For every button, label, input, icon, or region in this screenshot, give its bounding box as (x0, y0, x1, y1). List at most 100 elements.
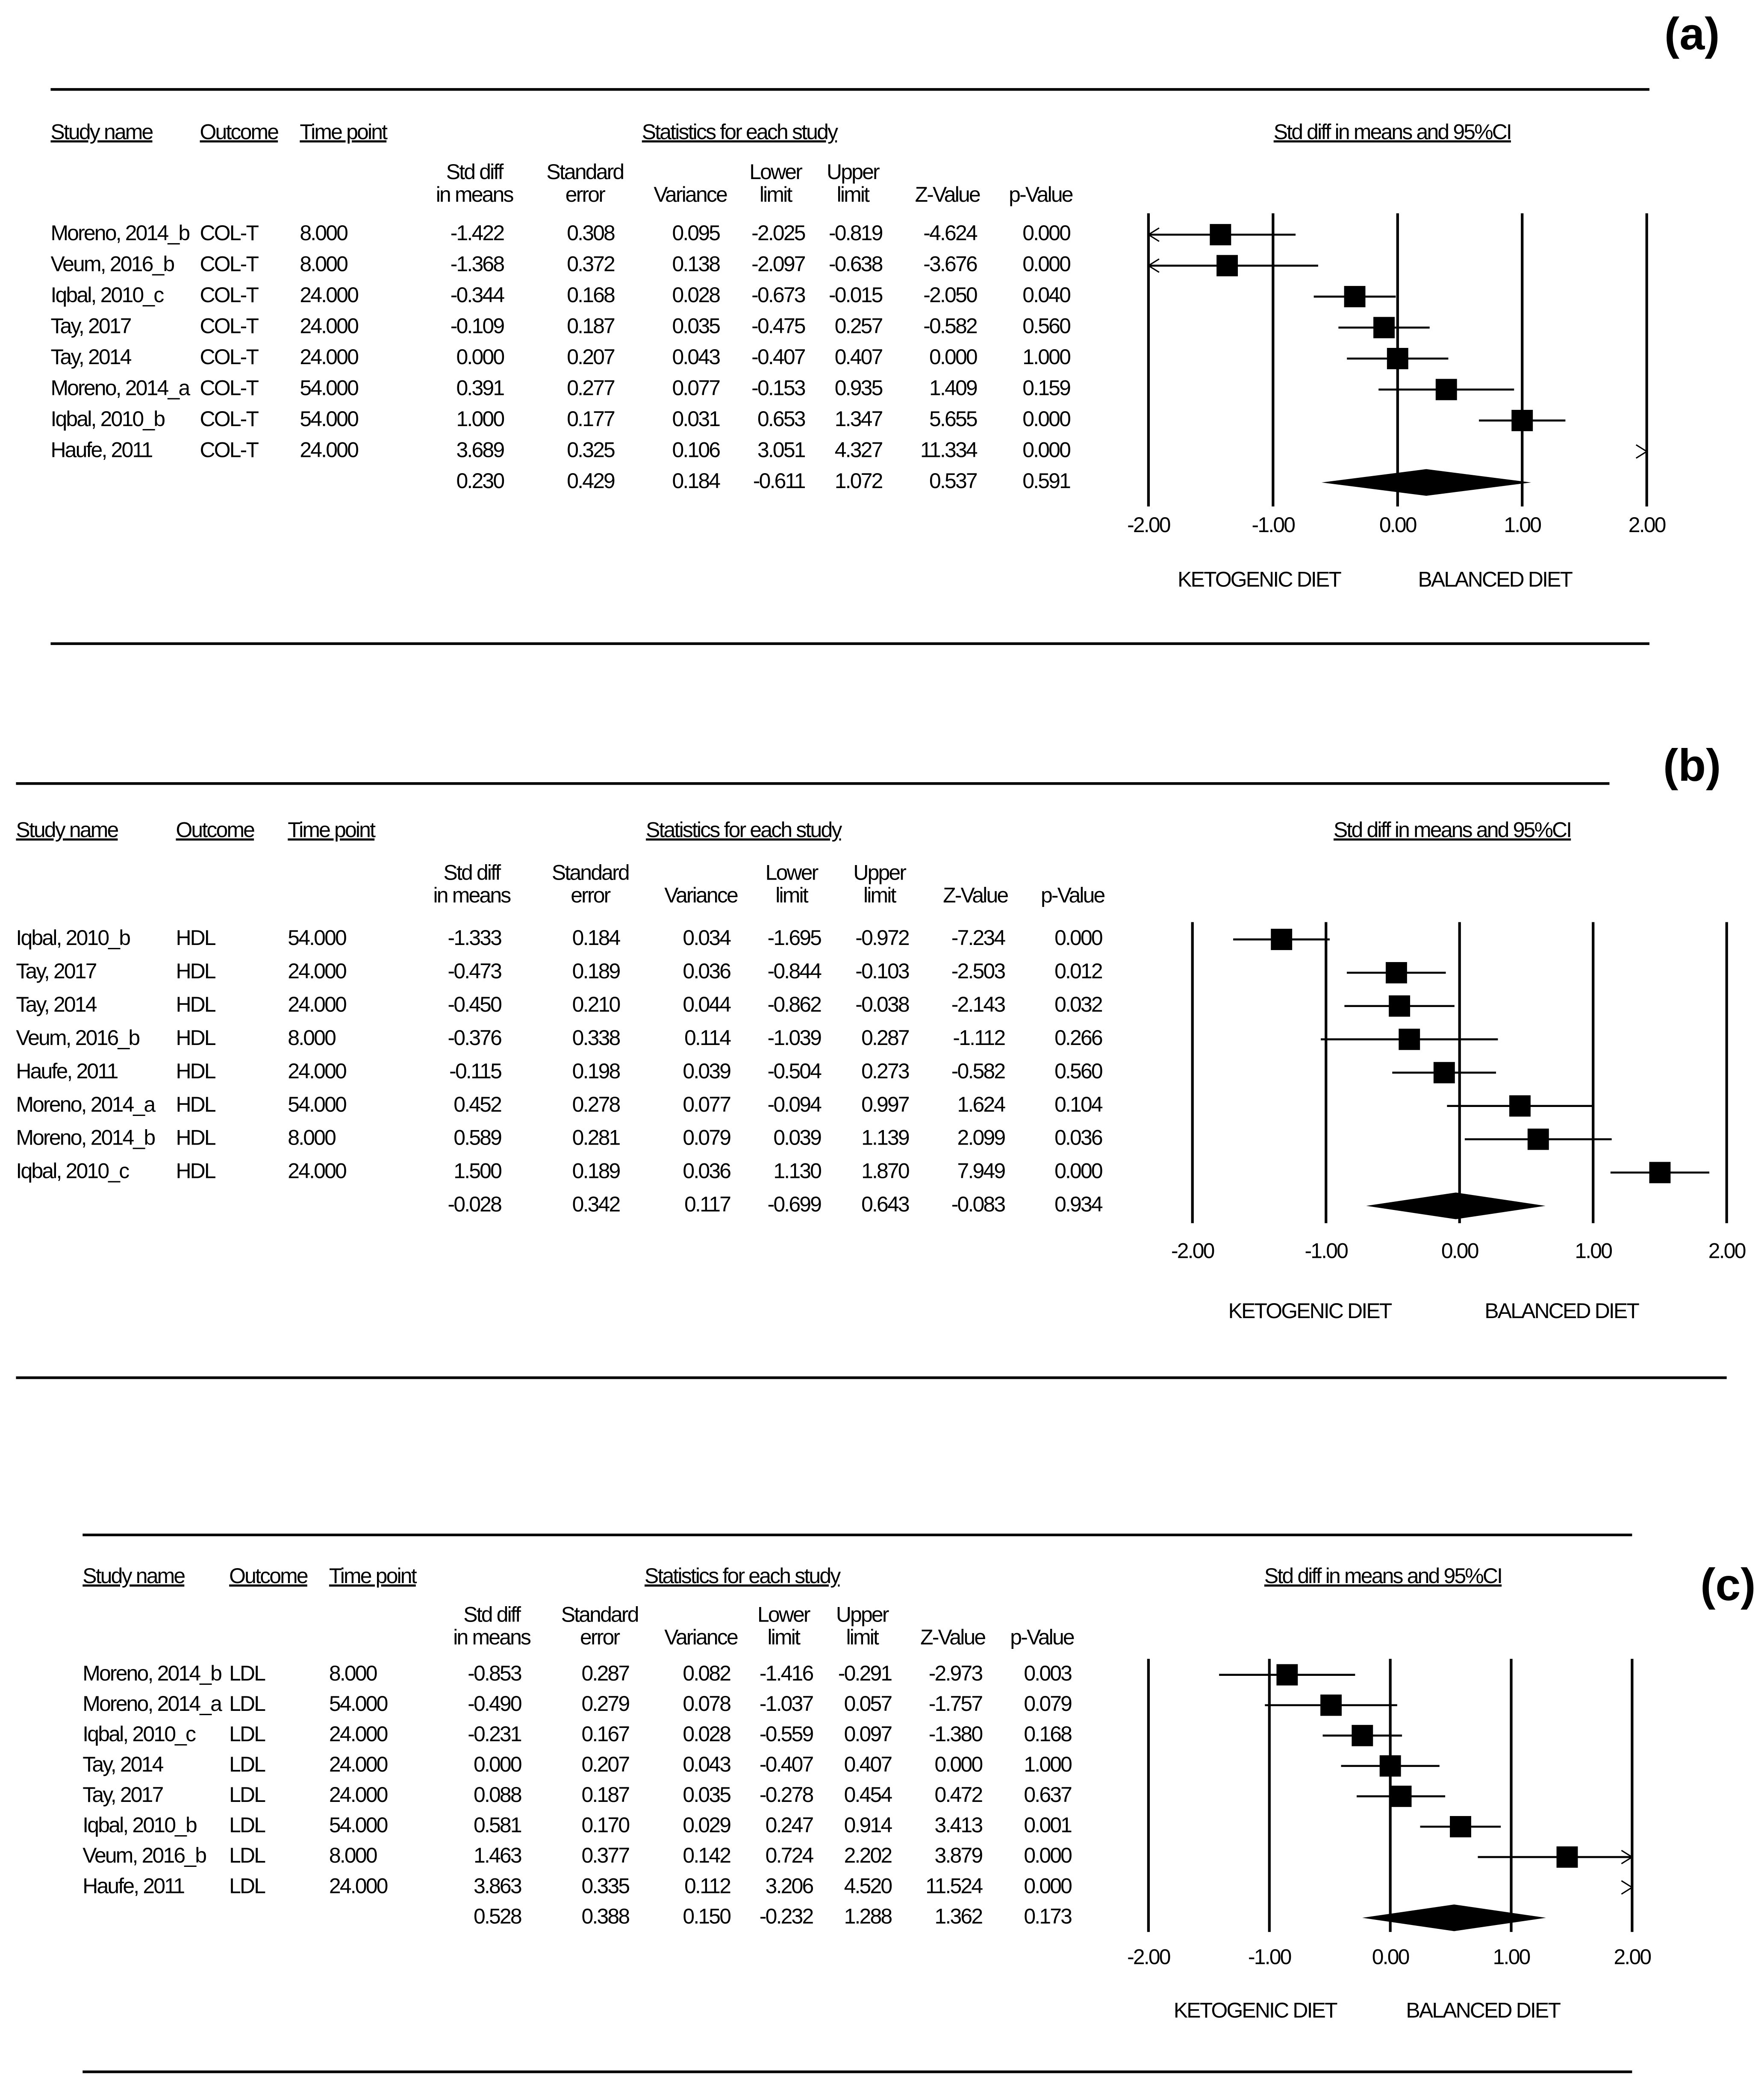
table-cell: -3.676 (923, 252, 977, 276)
table-cell: 0.000 (1022, 221, 1070, 245)
table-cell: 0.168 (1024, 1722, 1072, 1746)
left-label: KETOGENIC DIET (1228, 1299, 1392, 1323)
stats-column-header: Std diff (463, 1603, 521, 1627)
table-cell: -0.083 (951, 1192, 1005, 1216)
table-cell: 8.000 (288, 1026, 336, 1050)
table-cell: 0.338 (572, 1026, 620, 1050)
table-cell: Haufe, 2011 (50, 438, 152, 462)
table-cell: -0.407 (751, 345, 805, 369)
stats-column-header: limit (768, 1625, 801, 1649)
table-cell: COL-T (200, 283, 259, 307)
table-cell: 4.327 (835, 438, 883, 462)
stats-column-header: Std diff (446, 160, 504, 184)
table-cell: 0.388 (582, 1904, 630, 1928)
table-cell: 54.000 (329, 1813, 388, 1837)
table-cell: HDL (176, 1059, 215, 1083)
table-cell: 0.187 (582, 1783, 630, 1807)
table-cell: 0.278 (572, 1092, 620, 1116)
table-cell: 0.177 (567, 407, 615, 431)
table-cell: 54.000 (300, 376, 358, 400)
table-cell: 0.088 (474, 1783, 521, 1807)
table-cell: -0.232 (760, 1904, 813, 1928)
column-header: Study name (50, 120, 153, 144)
table-cell: 0.287 (861, 1026, 909, 1050)
stats-header: Statistics for each study (645, 1564, 841, 1588)
panel-label: (c) (1700, 1560, 1756, 1610)
table-cell: 54.000 (300, 407, 358, 431)
table-cell: HDL (176, 1026, 215, 1050)
stats-column-header: in means (436, 182, 514, 206)
table-cell: -0.109 (451, 314, 504, 338)
table-cell: 2.202 (844, 1843, 892, 1867)
x-tick-label: 1.00 (1493, 1945, 1530, 1969)
stats-column-header: error (571, 883, 610, 907)
plot-title: Std diff in means and 95%CI (1334, 818, 1571, 842)
table-cell: 0.210 (572, 992, 620, 1016)
table-cell: 1.288 (844, 1904, 892, 1928)
table-cell: LDL (229, 1783, 265, 1807)
table-cell: 0.036 (683, 1159, 730, 1183)
table-cell: 2.099 (957, 1126, 1005, 1150)
table-cell: -0.582 (923, 314, 977, 338)
table-cell: 0.077 (683, 1092, 730, 1116)
effect-box (1352, 1725, 1373, 1746)
table-cell: 0.198 (572, 1059, 620, 1083)
table-cell: 24.000 (329, 1752, 388, 1776)
table-cell: 0.372 (567, 252, 615, 276)
stats-column-header: in means (433, 883, 511, 907)
x-tick-label: 1.00 (1575, 1239, 1612, 1263)
table-cell: 0.159 (1022, 376, 1070, 400)
stats-column-header: Z-Value (943, 883, 1008, 907)
table-cell: 0.000 (474, 1752, 521, 1776)
table-cell: 0.281 (572, 1126, 620, 1150)
table-cell: 0.036 (1054, 1126, 1102, 1150)
table-cell: 0.643 (861, 1192, 909, 1216)
table-cell: Tay, 2017 (82, 1783, 163, 1807)
table-cell: HDL (176, 1126, 215, 1150)
table-cell: 0.454 (844, 1783, 892, 1807)
table-cell: -0.153 (751, 376, 805, 400)
table-cell: 0.104 (1054, 1092, 1103, 1116)
effect-box (1271, 929, 1293, 950)
table-cell: 0.000 (1022, 438, 1070, 462)
effect-box (1433, 1062, 1455, 1083)
table-cell: 0.528 (474, 1904, 521, 1928)
table-cell: 0.043 (683, 1752, 730, 1776)
stats-column-header: Variance (654, 182, 727, 206)
stats-column-header: limit (837, 182, 870, 206)
table-cell: 8.000 (288, 1126, 336, 1150)
table-cell: 0.117 (684, 1192, 730, 1216)
panel-label: (b) (1663, 740, 1721, 791)
x-tick-label: -1.00 (1248, 1945, 1291, 1969)
table-cell: -1.112 (953, 1026, 1005, 1050)
table-cell: 8.000 (300, 221, 347, 245)
table-cell: 3.863 (474, 1874, 521, 1898)
effect-box (1210, 224, 1231, 245)
table-cell: 0.914 (844, 1813, 892, 1837)
table-cell: Iqbal, 2010_c (50, 283, 164, 307)
table-cell: 1.624 (957, 1092, 1006, 1116)
table-cell: 0.935 (835, 376, 883, 400)
table-cell: -7.234 (951, 926, 1006, 950)
plot-title: Std diff in means and 95%CI (1264, 1564, 1502, 1588)
table-cell: 8.000 (300, 252, 347, 276)
column-header: Outcome (176, 818, 254, 842)
table-cell: 0.028 (672, 283, 720, 307)
effect-box (1320, 1694, 1342, 1716)
table-cell: 24.000 (329, 1874, 388, 1898)
table-cell: 0.189 (572, 959, 620, 983)
table-cell: 1.463 (474, 1843, 521, 1867)
column-header: Time point (300, 120, 388, 144)
table-cell: 1.362 (935, 1904, 983, 1928)
table-cell: 24.000 (300, 314, 358, 338)
effect-box (1373, 317, 1395, 339)
table-cell: 0.279 (582, 1692, 630, 1716)
stats-column-header: Upper (827, 160, 880, 184)
stats-column-header: p-Value (1041, 883, 1105, 907)
table-cell: 24.000 (288, 1159, 346, 1183)
table-cell: 0.112 (684, 1874, 730, 1898)
table-cell: -0.115 (449, 1059, 501, 1083)
x-tick-label: 0.00 (1379, 513, 1417, 537)
stats-column-header: Standard (546, 160, 623, 184)
table-cell: 0.207 (567, 345, 615, 369)
